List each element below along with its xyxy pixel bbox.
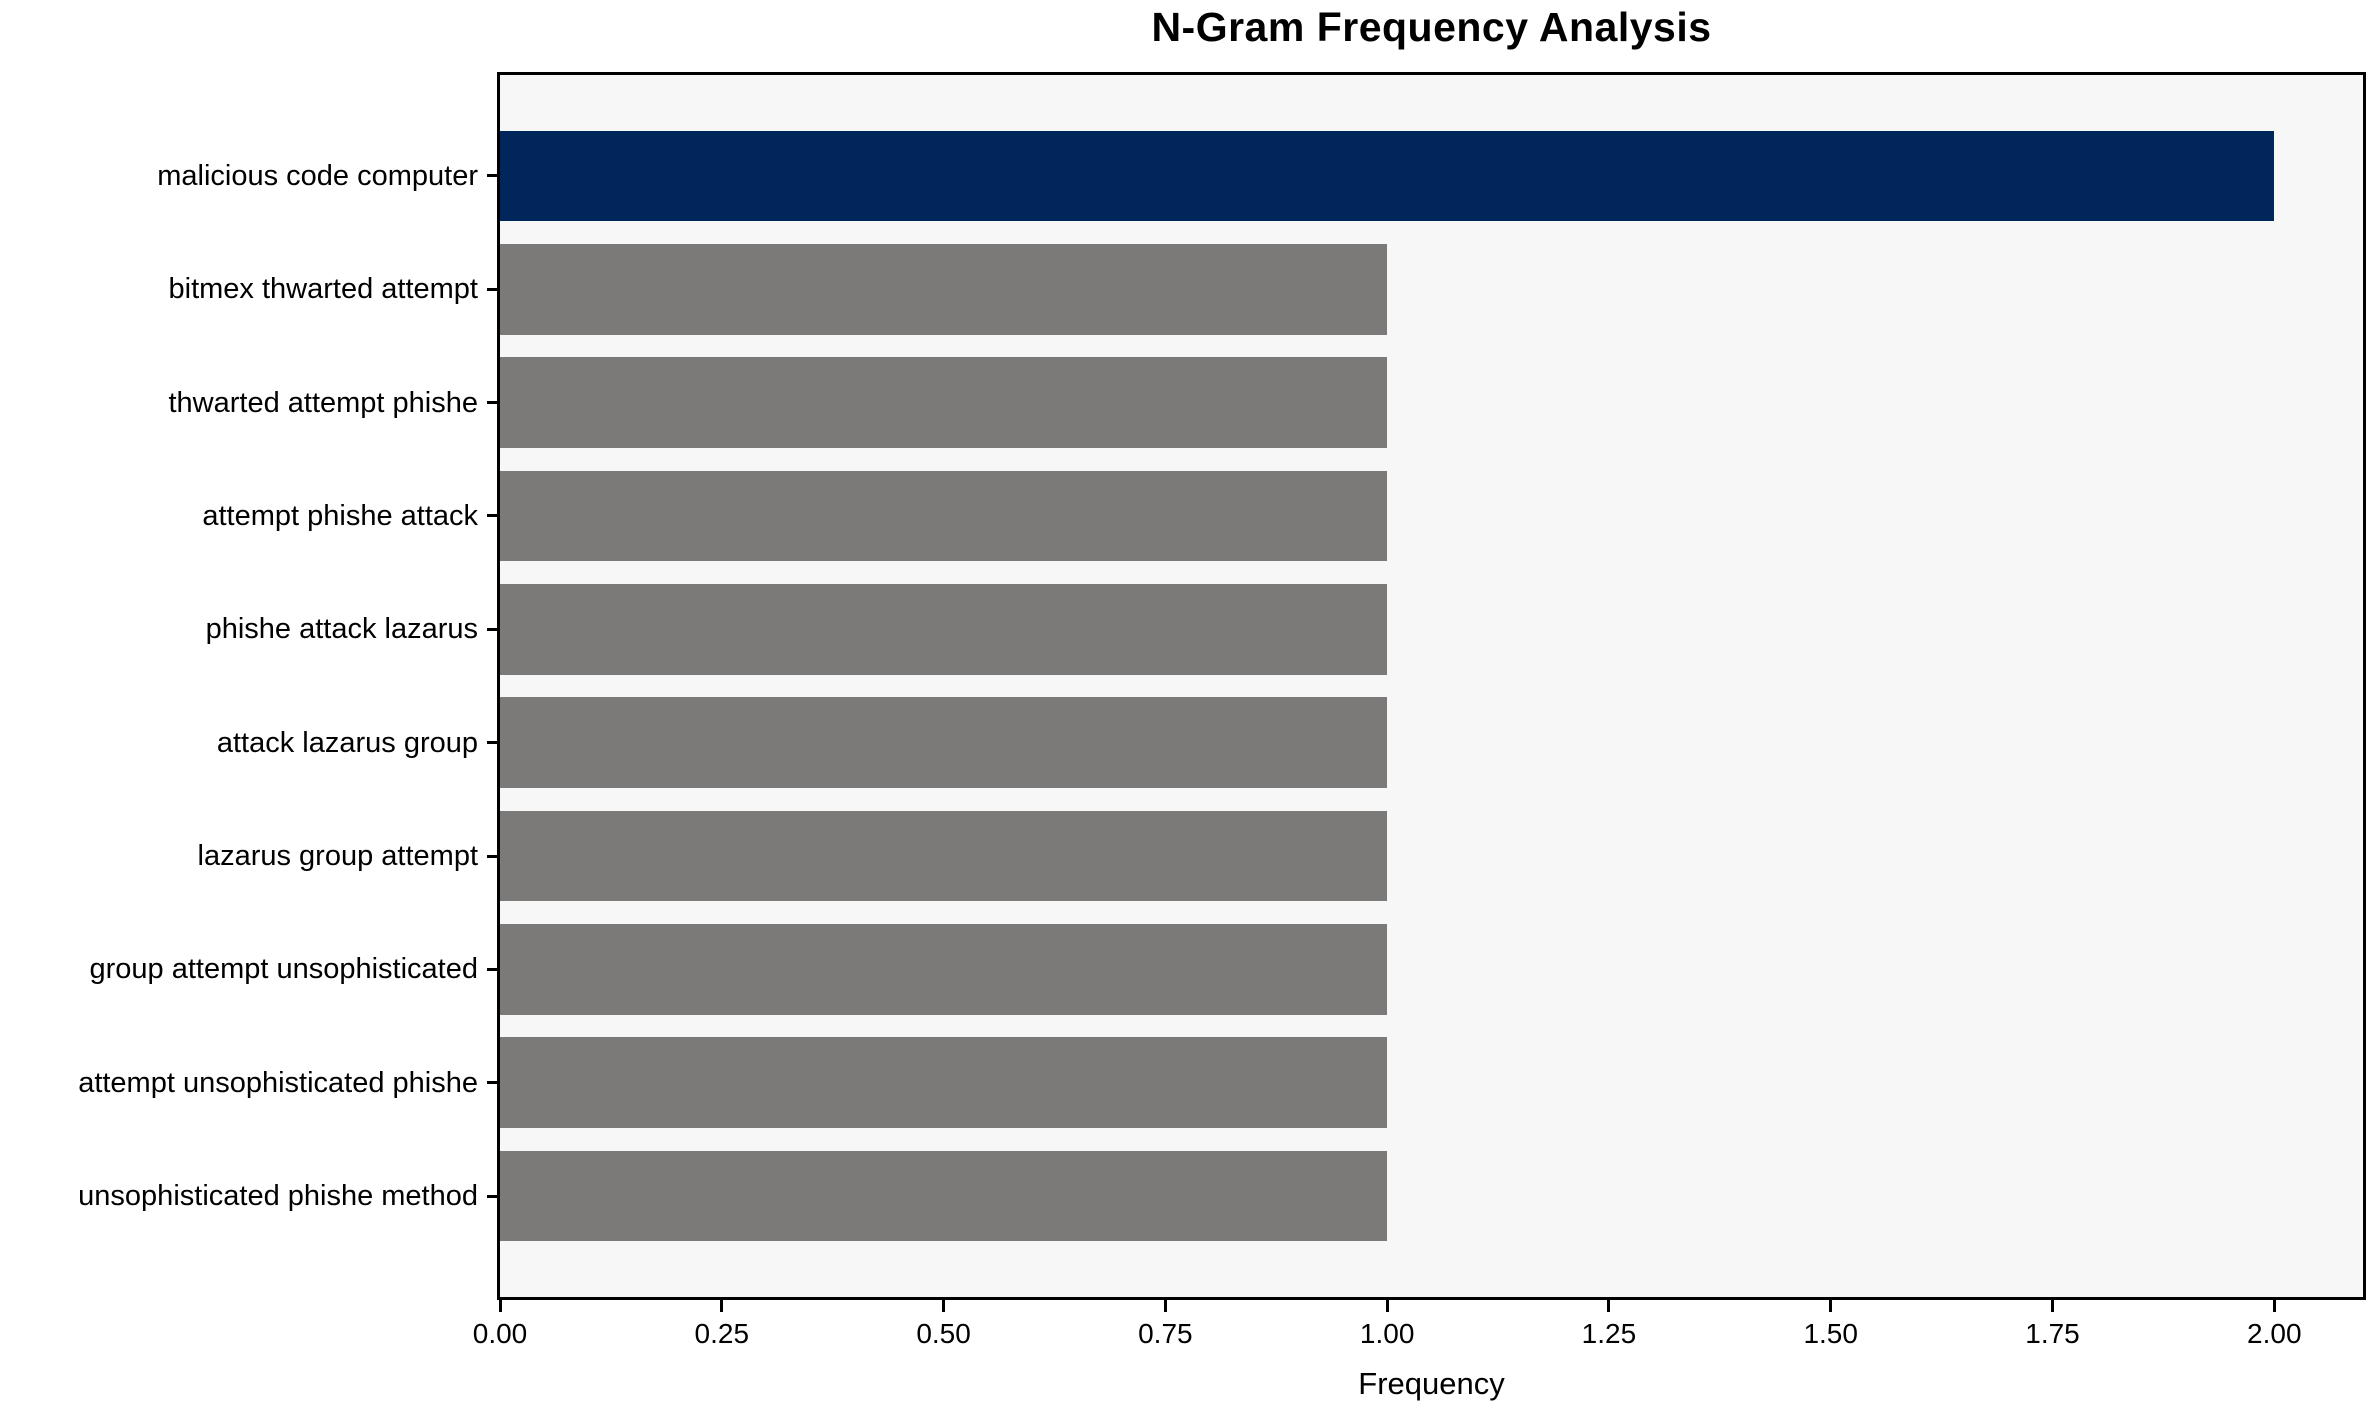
- x-tick-label: 0.50: [916, 1318, 971, 1349]
- x-tick-label: 1.75: [2025, 1318, 2080, 1349]
- y-tick-mark: [487, 287, 497, 291]
- x-tick-mark: [942, 1300, 946, 1312]
- y-tick-label: unsophisticated phishe method: [78, 1180, 478, 1213]
- y-tick-mark: [487, 854, 497, 858]
- x-tick-mark: [498, 1300, 502, 1312]
- y-tick-mark: [487, 1194, 497, 1198]
- y-tick-mark: [487, 627, 497, 631]
- y-tick-label: attack lazarus group: [216, 726, 478, 759]
- bar-4: [500, 470, 1388, 562]
- y-tick-mark: [487, 1081, 497, 1085]
- y-tick-label: phishe attack lazarus: [205, 613, 478, 646]
- x-tick-mark: [720, 1300, 724, 1312]
- y-tick-mark: [487, 514, 497, 518]
- bar-10: [500, 1150, 1388, 1242]
- x-tick-label: 0.00: [472, 1318, 528, 1349]
- y-tick-label: attempt phishe attack: [202, 499, 478, 532]
- x-tick-label: 2.00: [2247, 1318, 2302, 1349]
- bar-9: [500, 1037, 1388, 1129]
- y-tick-label: thwarted attempt phishe: [168, 386, 478, 419]
- y-tick-label: attempt unsophisticated phishe: [78, 1066, 478, 1099]
- x-tick-label: 1.00: [1359, 1318, 1415, 1349]
- x-tick-mark: [1607, 1300, 1611, 1312]
- y-tick-mark: [487, 741, 497, 745]
- chart-title: N-Gram Frequency Analysis: [1151, 4, 1712, 50]
- x-tick-mark: [1829, 1300, 1833, 1312]
- y-tick-mark: [487, 967, 497, 971]
- x-axis-label: Frequency: [1358, 1366, 1505, 1401]
- bar-3: [500, 357, 1388, 448]
- y-tick-mark: [487, 401, 497, 405]
- x-tick-label: 0.75: [1138, 1318, 1193, 1349]
- bar-1: [500, 130, 2275, 222]
- bar-2: [500, 243, 1388, 335]
- x-tick-mark: [2051, 1300, 2054, 1312]
- x-tick-mark: [1385, 1300, 1389, 1312]
- y-tick-label: bitmex thwarted attempt: [168, 273, 478, 306]
- x-tick-mark: [1163, 1300, 1167, 1312]
- plot-area: [497, 72, 2366, 1300]
- y-tick-label: malicious code computer: [157, 159, 478, 192]
- bar-7: [500, 810, 1388, 902]
- y-tick-mark: [487, 174, 497, 178]
- x-tick-label: 1.50: [1803, 1318, 1858, 1349]
- x-tick-label: 1.25: [1581, 1318, 1637, 1349]
- bar-8: [500, 924, 1388, 1015]
- y-tick-label: group attempt unsophisticated: [89, 953, 478, 986]
- x-tick-label: 0.25: [694, 1318, 750, 1349]
- bar-6: [500, 697, 1388, 788]
- x-tick-mark: [2272, 1300, 2276, 1312]
- bar-5: [500, 583, 1388, 675]
- y-tick-label: lazarus group attempt: [197, 840, 478, 873]
